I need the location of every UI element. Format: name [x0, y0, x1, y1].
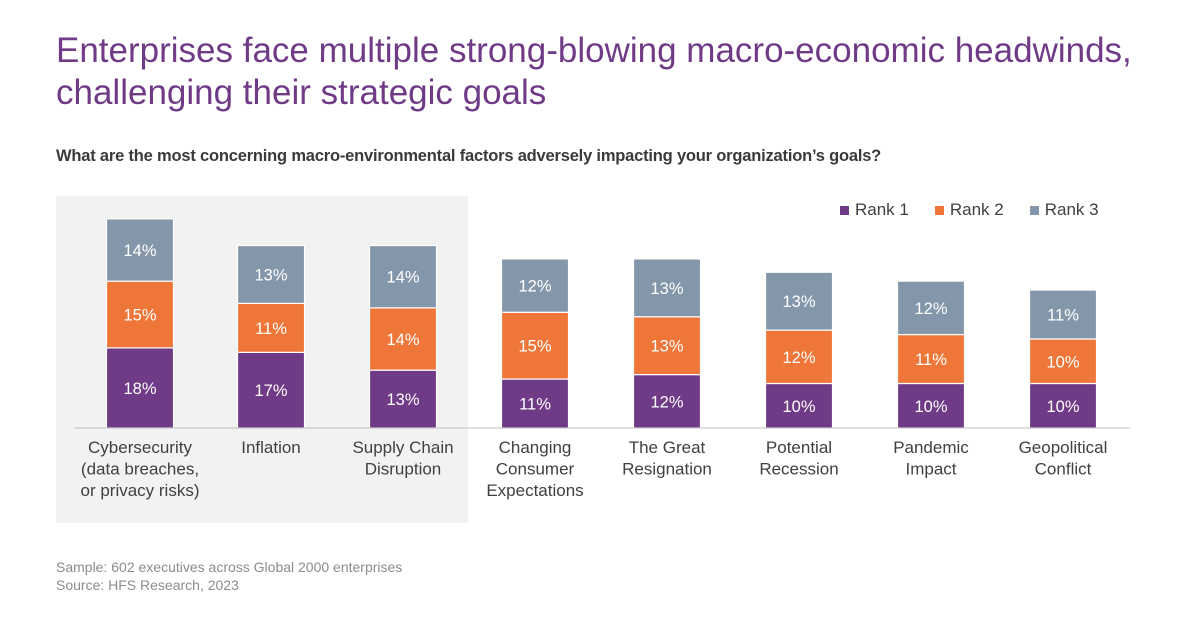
- footnotes: Sample: 602 executives across Global 200…: [56, 558, 402, 594]
- data-label-3-0: 14%: [123, 242, 156, 260]
- bar-3-2: [368, 244, 438, 309]
- category-label-7-0: Geopolitical: [1019, 438, 1108, 457]
- legend-swatch-rank-3: [1029, 205, 1039, 215]
- data-label-1-7: 10%: [1046, 398, 1079, 416]
- bar-2-3: [500, 311, 570, 380]
- bar-3-7: [1028, 289, 1098, 340]
- data-label-2-4: 13%: [650, 338, 683, 356]
- category-label-6-0: Pandemic: [893, 438, 969, 457]
- chart-title: Enterprises face multiple strong-blowing…: [56, 31, 1132, 112]
- bar-1-0: [105, 347, 175, 429]
- category-label-7-1: Conflict: [1035, 460, 1092, 479]
- data-label-3-2: 14%: [386, 269, 419, 287]
- bar-1-6: [896, 382, 966, 429]
- data-label-2-7: 10%: [1046, 353, 1079, 371]
- legend-swatch-rank-1: [840, 205, 849, 215]
- category-label-4-1: Resignation: [622, 460, 712, 479]
- bar-3-5: [764, 271, 834, 331]
- category-label-0-0: Cybersecurity: [88, 438, 192, 457]
- data-label-2-0: 15%: [123, 307, 156, 325]
- legend-label-rank-2: Rank 2: [949, 200, 1004, 219]
- chart-subtitle: What are the most concerning macro-envir…: [56, 147, 882, 165]
- category-label-3-0: Changing: [499, 438, 572, 457]
- category-label-4-0: The Great: [629, 438, 706, 457]
- data-label-2-2: 14%: [386, 331, 419, 349]
- bar-1-5: [764, 382, 834, 429]
- data-label-3-5: 13%: [782, 293, 815, 311]
- data-label-2-3: 15%: [518, 338, 551, 356]
- bar-2-2: [368, 307, 438, 371]
- data-label-2-6: 11%: [915, 351, 947, 369]
- sample-note: Sample: 602 executives across Global 200…: [56, 559, 403, 575]
- category-label-5-1: Recession: [759, 460, 838, 479]
- category-label-0-2: or privacy risks): [80, 481, 199, 500]
- bar-3-1: [236, 244, 306, 305]
- legend-item-rank-3: Rank 3: [1029, 200, 1099, 220]
- category-label-3-1: Consumer: [496, 460, 575, 479]
- bar-3-6: [896, 280, 966, 336]
- data-label-1-0: 18%: [123, 380, 156, 398]
- category-label-2-0: Supply Chain: [352, 438, 453, 457]
- legend-label-rank-1: Rank 1: [855, 200, 909, 219]
- data-label-2-5: 12%: [782, 349, 815, 367]
- category-label-1-0: Inflation: [241, 438, 301, 457]
- category-label-6-1: Impact: [905, 460, 956, 479]
- category-label-0-1: (data breaches,: [81, 460, 199, 479]
- legend-label-rank-3: Rank 3: [1044, 200, 1099, 219]
- category-label-2-1: Disruption: [365, 460, 442, 479]
- data-label-1-1: 17%: [254, 382, 287, 400]
- bar-3-4: [632, 258, 702, 318]
- data-label-3-4: 13%: [650, 280, 683, 298]
- data-label-1-5: 10%: [782, 398, 815, 416]
- data-label-1-4: 12%: [650, 393, 683, 411]
- legend: Rank 1 Rank 2 Rank 3: [840, 200, 1099, 220]
- legend-item-rank-2: Rank 2: [934, 200, 1004, 220]
- bar-3-3: [500, 258, 570, 313]
- legend-item-rank-1: Rank 1: [840, 200, 909, 220]
- legend-swatch-rank-2: [934, 205, 944, 215]
- source-note: Source: HFS Research, 2023: [56, 577, 239, 593]
- data-label-3-1: 13%: [254, 266, 287, 284]
- bar-2-7: [1028, 338, 1098, 385]
- data-label-3-7: 11%: [1047, 307, 1079, 325]
- bar-2-5: [764, 329, 834, 385]
- data-label-2-1: 11%: [255, 320, 287, 338]
- data-label-1-3: 11%: [519, 396, 551, 414]
- data-label-1-2: 13%: [386, 391, 419, 409]
- data-label-3-6: 12%: [914, 300, 947, 318]
- data-label-1-6: 10%: [914, 398, 947, 416]
- bar-2-0: [105, 280, 175, 349]
- data-label-3-3: 12%: [518, 278, 551, 296]
- category-label-3-2: Expectations: [486, 481, 583, 500]
- bar-3-0: [105, 218, 175, 282]
- category-label-5-0: Potential: [766, 438, 832, 457]
